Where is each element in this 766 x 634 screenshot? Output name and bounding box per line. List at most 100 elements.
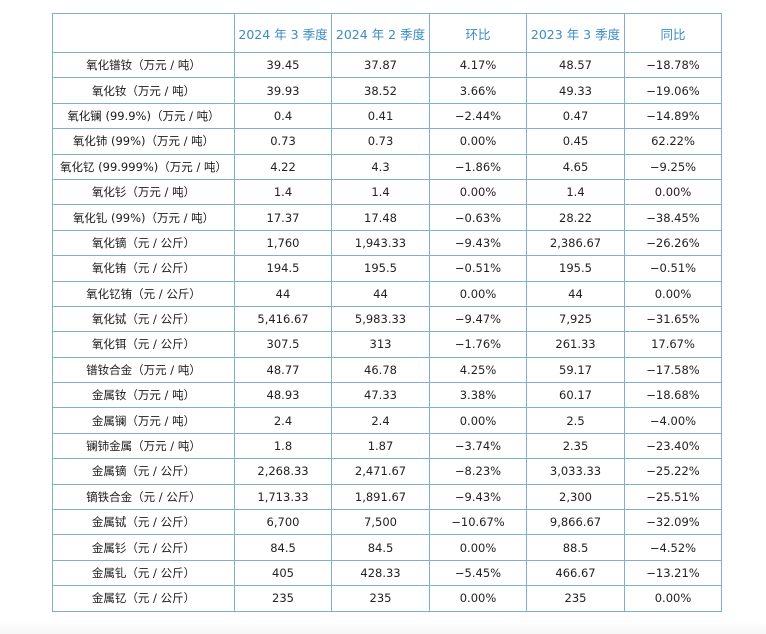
cell-product-name: 氧化钆 (99%)（万元 / 吨） — [52, 204, 235, 231]
cell-2024-q2: 17.48 — [331, 204, 430, 231]
table-row: 氧化钇铕（元 / 公斤） 44 44 0.00% 44 0.00% — [52, 280, 722, 307]
cell-2024-q3: 1.4 — [234, 178, 332, 206]
cell-qoq: −1.86% — [429, 153, 527, 180]
cell-2024-q3: 6,700 — [234, 509, 332, 536]
cell-2024-q2: 4.3 — [331, 153, 430, 180]
table-row: 金属镝（元 / 公斤） 2,268.33 2,471.67 −8.23% 3,033.3… — [52, 458, 722, 485]
cell-qoq: −9.43% — [429, 483, 527, 511]
cell-2024-q3: 39.93 — [234, 77, 332, 104]
cell-2024-q2: 1,891.67 — [331, 483, 430, 511]
header-qoq: 环比 — [429, 13, 527, 53]
cell-2024-q3: 0.73 — [234, 128, 332, 155]
cell-2024-q3: 39.45 — [234, 51, 332, 79]
cell-2024-q3: 44 — [234, 280, 332, 307]
cell-qoq: −0.51% — [429, 255, 527, 282]
header-2023-q3: 2023 年 3 季度 — [526, 13, 625, 53]
cell-yoy: 0.00% — [624, 585, 722, 612]
cell-yoy: −9.25% — [624, 153, 722, 180]
cell-2024-q2: 1,943.33 — [331, 229, 430, 257]
cell-yoy: −0.51% — [624, 255, 722, 282]
cell-yoy: −18.68% — [624, 382, 722, 409]
cell-qoq: −9.43% — [429, 229, 527, 257]
cell-product-name: 镧铈金属（万元 / 吨） — [52, 432, 235, 460]
cell-qoq: 3.38% — [429, 382, 527, 409]
cell-2024-q2: 46.78 — [331, 356, 430, 384]
table-row: 金属钆（元 / 公斤） 405 428.33 −5.45% 466.67 −13.21% — [52, 559, 722, 587]
cell-yoy: −18.78% — [624, 51, 722, 79]
cell-qoq: 0.00% — [429, 585, 527, 612]
cell-2024-q3: 5,416.67 — [234, 305, 332, 333]
cell-2024-q2: 1.4 — [331, 178, 430, 206]
cell-product-name: 金属镝（元 / 公斤） — [52, 458, 235, 485]
cell-2024-q3: 1,713.33 — [234, 483, 332, 511]
cell-qoq: −2.44% — [429, 102, 527, 130]
cell-qoq: 4.17% — [429, 51, 527, 79]
cell-2024-q3: 4.22 — [234, 153, 332, 180]
cell-2024-q2: 428.33 — [331, 559, 430, 587]
cell-2024-q3: 405 — [234, 559, 332, 587]
cell-product-name: 氧化镝（元 / 公斤） — [52, 229, 235, 257]
cell-2024-q2: 5,983.33 — [331, 305, 430, 333]
cell-yoy: −25.51% — [624, 483, 722, 511]
cell-product-name: 金属钕（万元 / 吨） — [52, 382, 235, 409]
cell-qoq: −1.76% — [429, 331, 527, 358]
cell-product-name: 金属钆（元 / 公斤） — [52, 559, 235, 587]
cell-yoy: −14.89% — [624, 102, 722, 130]
cell-qoq: 0.00% — [429, 178, 527, 206]
cell-2023-q3: 2.35 — [526, 432, 625, 460]
cell-yoy: 0.00% — [624, 280, 722, 307]
table-row: 氧化铕（元 / 公斤） 194.5 195.5 −0.51% 195.5 −0.51% — [52, 255, 722, 282]
cell-product-name: 金属镧（万元 / 吨） — [52, 407, 235, 434]
table-row: 金属钕（万元 / 吨） 48.93 47.33 3.38% 60.17 −18.68% — [52, 382, 722, 409]
cell-qoq: −10.67% — [429, 509, 527, 536]
table-row: 金属钐（元 / 公斤） 84.5 84.5 0.00% 88.5 −4.52% — [52, 534, 722, 561]
table-header-row: 2024 年 3 季度 2024 年 2 季度 环比 2023 年 3 季度 同… — [52, 13, 722, 53]
table-row: 氧化钕（万元 / 吨） 39.93 38.52 3.66% 49.33 −19.06% — [52, 77, 722, 104]
cell-product-name: 氧化铕（元 / 公斤） — [52, 255, 235, 282]
cell-2024-q3: 194.5 — [234, 255, 332, 282]
cell-2023-q3: 7,925 — [526, 305, 625, 333]
cell-qoq: −9.47% — [429, 305, 527, 333]
table-body: 氧化镨钕（万元 / 吨） 39.45 37.87 4.17% 48.57 −18.78% 氧… — [52, 51, 722, 612]
cell-2024-q2: 38.52 — [331, 77, 430, 104]
cell-yoy: 0.00% — [624, 178, 722, 206]
cell-2024-q3: 84.5 — [234, 534, 332, 561]
cell-2024-q2: 195.5 — [331, 255, 430, 282]
cell-2023-q3: 466.67 — [526, 559, 625, 587]
cell-product-name: 金属钐（元 / 公斤） — [52, 534, 235, 561]
cell-product-name: 氧化钕（万元 / 吨） — [52, 77, 235, 104]
cell-yoy: −31.65% — [624, 305, 722, 333]
table-row: 镧铈金属（万元 / 吨） 1.8 1.87 −3.74% 2.35 −23.40% — [52, 432, 722, 460]
cell-2023-q3: 28.22 — [526, 204, 625, 231]
cell-2024-q3: 48.77 — [234, 356, 332, 384]
table-row: 氧化镧 (99.9%)（万元 / 吨） 0.4 0.41 −2.44% 0.47 −14.… — [52, 102, 722, 130]
cell-yoy: −25.22% — [624, 458, 722, 485]
cell-qoq: 0.00% — [429, 128, 527, 155]
cell-2024-q2: 235 — [331, 585, 430, 612]
cell-2024-q2: 84.5 — [331, 534, 430, 561]
cell-2023-q3: 4.65 — [526, 153, 625, 180]
table-row: 氧化镨钕（万元 / 吨） 39.45 37.87 4.17% 48.57 −18.78% — [52, 51, 722, 79]
cell-2023-q3: 0.47 — [526, 102, 625, 130]
page-bottom-edge — [0, 622, 766, 634]
table-row: 金属镧（万元 / 吨） 2.4 2.4 0.00% 2.5 −4.00% — [52, 407, 722, 434]
table-row: 金属钇（元 / 公斤） 235 235 0.00% 235 0.00% — [52, 585, 722, 612]
cell-2024-q3: 17.37 — [234, 204, 332, 231]
cell-yoy: −4.00% — [624, 407, 722, 434]
cell-yoy: −13.21% — [624, 559, 722, 587]
cell-2023-q3: 261.33 — [526, 331, 625, 358]
cell-2024-q2: 7,500 — [331, 509, 430, 536]
table-row: 氧化铽（元 / 公斤） 5,416.67 5,983.33 −9.47% 7,925 −3… — [52, 305, 722, 333]
cell-yoy: −23.40% — [624, 432, 722, 460]
table-row: 氧化钇 (99.999%)（万元 / 吨） 4.22 4.3 −1.86% 4.65 −9… — [52, 153, 722, 180]
cell-yoy: 17.67% — [624, 331, 722, 358]
cell-2024-q3: 0.4 — [234, 102, 332, 130]
cell-2024-q3: 235 — [234, 585, 332, 612]
cell-yoy: −38.45% — [624, 204, 722, 231]
cell-2024-q2: 313 — [331, 331, 430, 358]
header-2024-q3: 2024 年 3 季度 — [234, 13, 332, 53]
cell-qoq: −5.45% — [429, 559, 527, 587]
cell-2023-q3: 60.17 — [526, 382, 625, 409]
cell-product-name: 氧化铽（元 / 公斤） — [52, 305, 235, 333]
table-row: 氧化钐（万元 / 吨） 1.4 1.4 0.00% 1.4 0.00% — [52, 178, 722, 206]
